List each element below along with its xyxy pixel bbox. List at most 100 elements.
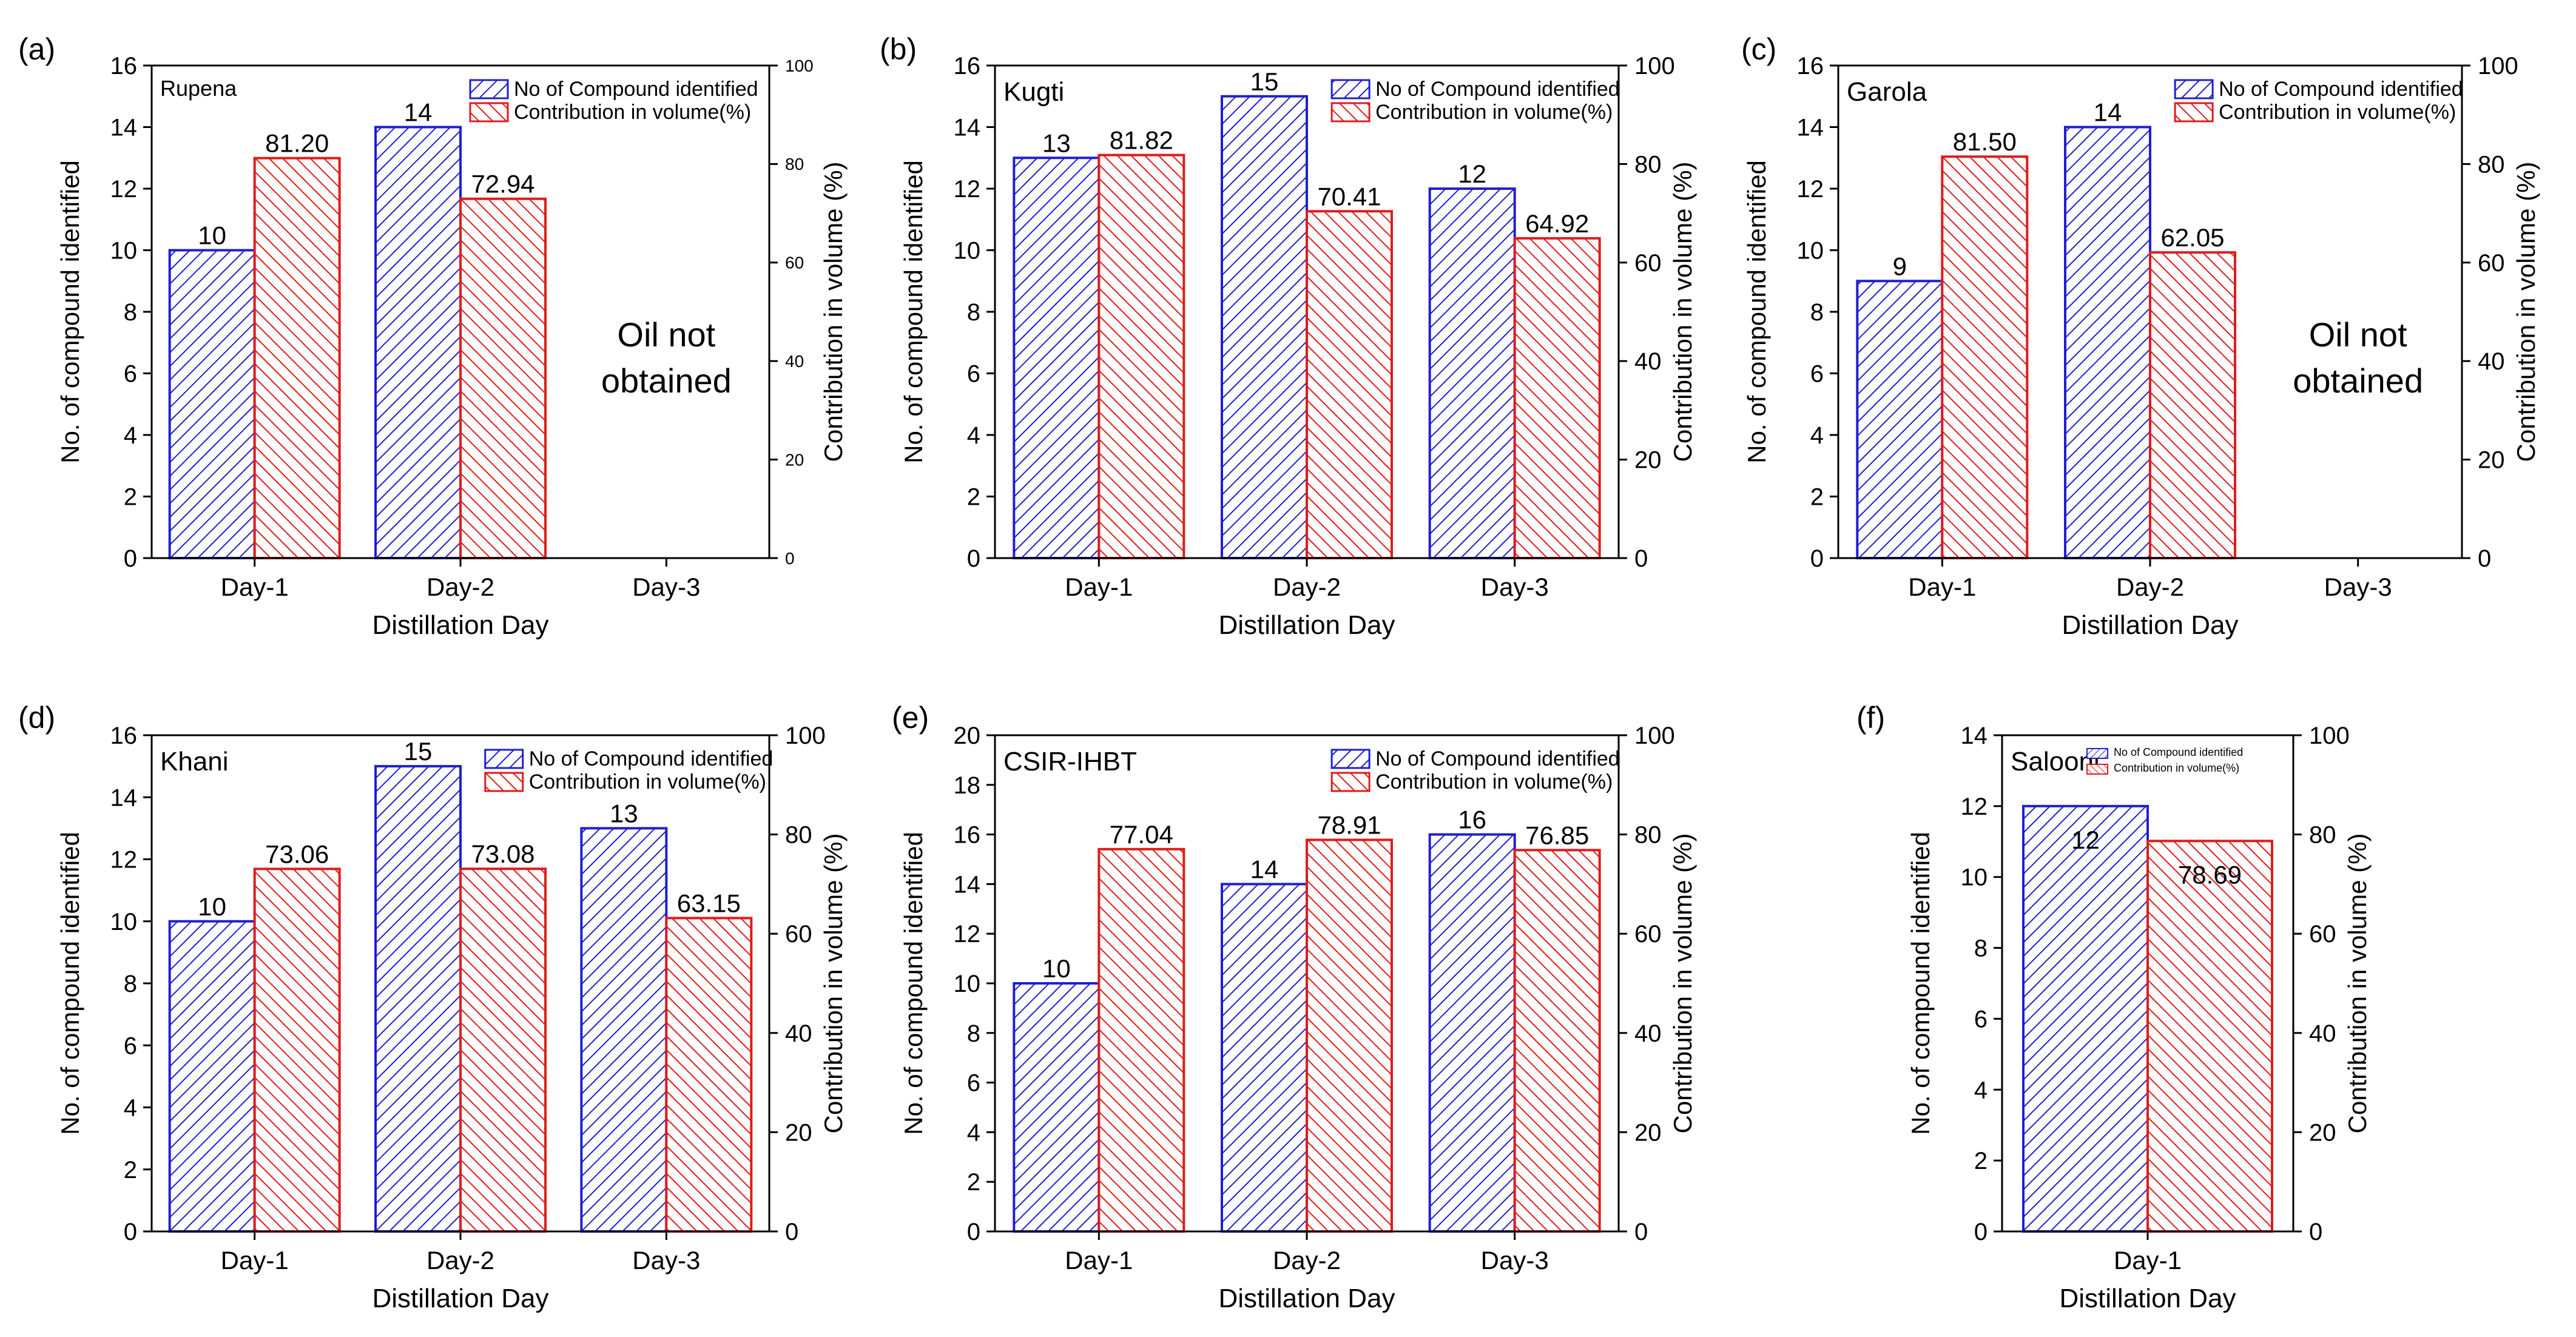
y-tick-label: 2: [1810, 484, 1824, 511]
y2-tick-label: 40: [785, 352, 804, 371]
y-tick-label: 2: [124, 1157, 137, 1184]
y-tick-label: 6: [1974, 1006, 1988, 1032]
data-label-count: 9: [1893, 252, 1907, 280]
legend-swatch-volume: [469, 102, 509, 123]
y-tick-label: 16: [1797, 53, 1824, 79]
data-label-count: 15: [404, 737, 433, 766]
y2-tick-label: 20: [785, 1119, 812, 1146]
bar-count-Day-1: [168, 249, 256, 559]
y-tick-label: 8: [1974, 935, 1988, 962]
y-tick-label: 14: [954, 871, 981, 898]
y2-tick-label: 80: [2478, 151, 2505, 178]
bar-volume-Day-1: [253, 157, 341, 559]
y-axis-title: No. of compound identified: [1742, 160, 1771, 463]
legend-swatch-volume: [484, 772, 524, 792]
legend-swatch-count: [2174, 79, 2214, 99]
y-tick-label: 20: [954, 722, 981, 749]
y2-tick-label: 80: [785, 822, 812, 849]
panel-label: (e): [892, 701, 929, 735]
y-tick-label: 8: [124, 299, 137, 326]
x-tick-label: Day-2: [427, 573, 494, 601]
y-tick-label: 2: [1974, 1148, 1988, 1174]
x-tick-label: Day-3: [1481, 573, 1549, 601]
legend-label-count: No of Compound identified: [514, 78, 758, 101]
plot-frame: [2001, 734, 2294, 1233]
y-axis-title: No. of compound identified: [56, 832, 84, 1135]
y-tick-label: 12: [110, 847, 138, 874]
y2-tick-label: 80: [785, 155, 804, 173]
legend-label-count: No of Compound identified: [1375, 78, 1620, 101]
y-tick-label: 16: [110, 722, 138, 749]
data-label-volume: 73.06: [265, 840, 329, 868]
data-label-count: 14: [404, 98, 433, 127]
y2-tick-label: 100: [785, 722, 826, 749]
chart-panel-1: (b) 13 81.82 Day-1 15 70.41 Day-2 12 64.92 Day-3 0…: [880, 32, 1697, 640]
legend-label-count: No of Compound identified: [2219, 78, 2463, 101]
y2-tick-label: 40: [1634, 1020, 1662, 1047]
y-tick-label: 4: [1974, 1077, 1988, 1103]
legend-label-volume: Contribution in volume(%): [1375, 101, 1613, 124]
y2-tick-label: 20: [2309, 1119, 2336, 1146]
legend-swatch-volume: [1330, 102, 1371, 123]
bar-count-Day-3: [1428, 187, 1516, 559]
data-label-volume: 76.85: [1525, 821, 1589, 849]
y2-axis-title: Contribution in volume (%): [2512, 162, 2540, 462]
y-tick-label: 2: [124, 484, 137, 511]
y-tick-label: 16: [110, 53, 138, 79]
y-tick-label: 4: [967, 1119, 980, 1146]
y2-tick-label: 0: [2478, 545, 2491, 572]
bar-count-Day-2: [1221, 883, 1308, 1233]
x-tick-label: Day-1: [1065, 573, 1133, 601]
y-tick-label: 16: [954, 53, 981, 79]
x-tick-label: Day-3: [1481, 1246, 1549, 1275]
legend-label-count: No of Compound identified: [1375, 747, 1620, 770]
y-tick-label: 6: [967, 361, 980, 388]
y-tick-label: 0: [124, 1219, 137, 1245]
x-axis-title: Distillation Day: [1219, 610, 1395, 640]
panel-label: (d): [18, 701, 55, 735]
plot-title: CSIR-IHBT: [1003, 747, 1137, 776]
bar-volume-Day-3: [1513, 849, 1601, 1233]
y-tick-label: 10: [1797, 238, 1824, 264]
legend-swatch-count: [1330, 749, 1371, 769]
bar-volume-Day-1: [253, 867, 341, 1233]
y-tick-label: 12: [1961, 793, 1988, 820]
y2-tick-label: 100: [785, 56, 814, 75]
y-tick-label: 0: [1810, 545, 1824, 572]
data-label-count: 13: [1042, 129, 1071, 157]
panel-label: (c): [1741, 32, 1776, 66]
y2-tick-label: 100: [1634, 722, 1675, 749]
x-tick-label: Day-1: [221, 1246, 289, 1275]
x-axis-title: Distillation Day: [2060, 1284, 2236, 1313]
panel-label: (f): [1856, 701, 1885, 735]
legend-label-volume: Contribution in volume(%): [529, 770, 766, 793]
y-tick-label: 4: [1810, 422, 1824, 449]
bar-count-Day-3: [1428, 833, 1516, 1233]
x-tick-label: Day-1: [1065, 1246, 1133, 1275]
note-line-2: obtained: [2293, 362, 2423, 400]
y2-tick-label: 0: [785, 549, 795, 568]
y-tick-label: 10: [110, 909, 138, 935]
y-tick-label: 18: [954, 772, 981, 799]
x-tick-label: Day-1: [2114, 1246, 2182, 1275]
x-tick-label: Day-1: [1908, 573, 1976, 601]
bar-count-Day-3: [580, 827, 668, 1233]
y2-tick-label: 40: [2478, 348, 2505, 375]
bar-volume-Day-3: [665, 917, 753, 1233]
y-tick-label: 14: [1961, 722, 1988, 749]
legend-swatch-count: [484, 749, 524, 769]
bar-volume-Day-2: [459, 197, 547, 560]
data-label-count: 13: [610, 799, 638, 827]
y2-tick-label: 0: [1634, 545, 1648, 572]
plot-title: Kugti: [1003, 77, 1064, 107]
data-label-volume: 81.82: [1110, 126, 1173, 155]
legend-swatch-volume: [1330, 772, 1371, 792]
y2-tick-label: 60: [1634, 921, 1662, 948]
legend-swatch-count: [2086, 748, 2108, 759]
oil-not-obtained-note: Oil not obtained: [601, 315, 732, 400]
data-label-count: 12: [1458, 160, 1486, 188]
data-label-volume: 62.05: [2160, 223, 2224, 252]
data-label-count: 15: [1250, 67, 1279, 96]
data-label-count: 12: [2071, 826, 2100, 854]
plot-title: Rupena: [160, 76, 237, 101]
